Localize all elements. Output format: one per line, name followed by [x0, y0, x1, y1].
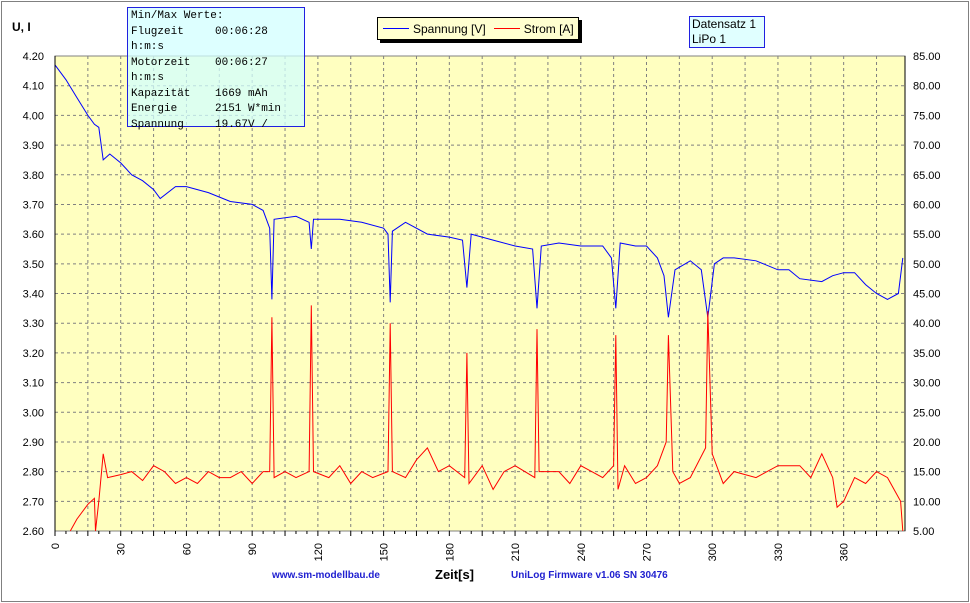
- y-left-tick-label: 4.20: [23, 51, 44, 63]
- y-right-tick-label: 50.00: [913, 259, 941, 271]
- x-tick-label: 270: [641, 543, 653, 561]
- info-value: 19.67V /: [215, 118, 268, 131]
- info-row: Spannung 19.67V /: [131, 118, 301, 134]
- y-axis-label: U, I: [12, 20, 31, 34]
- info-key: Motorzeit: [131, 56, 191, 69]
- info-row: h:m:s: [131, 40, 301, 56]
- y-right-tick-label: 60.00: [913, 199, 941, 211]
- y-left-tick-label: 2.70: [23, 496, 44, 508]
- footer-firmware: UniLog Firmware v1.06 SN 30476: [511, 570, 668, 581]
- dataset-box: Datensatz 1 LiPo 1: [689, 16, 765, 48]
- y-left-tick-label: 4.10: [23, 81, 44, 93]
- info-row: Energie 2151 W*min: [131, 102, 301, 118]
- legend-swatch-voltage: [383, 28, 409, 29]
- current-series-line: [69, 305, 904, 532]
- y-left-tick-label: 3.80: [23, 170, 44, 182]
- x-tick-label: 330: [773, 543, 785, 561]
- y-right-tick-label: 15.00: [913, 467, 941, 479]
- info-key: Energie: [131, 103, 178, 115]
- y-right-tick-label: 75.00: [913, 110, 941, 122]
- legend-swatch-current: [493, 28, 520, 29]
- voltage-series-line: [54, 64, 904, 318]
- x-tick-label: 150: [379, 543, 391, 561]
- info-row: h:m:s: [131, 71, 301, 87]
- y-right-tick-label: 5.00: [913, 526, 934, 538]
- y-left-tick-label: 3.40: [23, 289, 44, 301]
- x-tick-label: 30: [116, 543, 128, 555]
- info-value: 00:06:28: [215, 25, 268, 38]
- y-left-tick-label: 3.30: [23, 318, 44, 330]
- y-left-tick-label: 3.20: [23, 348, 44, 360]
- footer-website: www.sm-modellbau.de: [272, 570, 380, 581]
- y-left-tick-label: 2.80: [23, 467, 44, 479]
- x-tick-label: 240: [576, 543, 588, 561]
- y-left-tick-label: 2.60: [23, 526, 44, 538]
- legend: Spannung [V] Strom [A]: [377, 17, 579, 40]
- info-value: 00:06:27: [215, 56, 268, 69]
- legend-label-voltage: Spannung [V]: [413, 21, 486, 36]
- x-tick-label: 120: [313, 543, 325, 561]
- y-right-tick-label: 25.00: [913, 407, 941, 419]
- y-right-tick-label: 70.00: [913, 140, 941, 152]
- info-key: Kapazität: [131, 87, 191, 100]
- y-right-tick-label: 65.00: [913, 170, 941, 182]
- info-title: Min/Max Werte:: [131, 10, 224, 22]
- y-right-tick-label: 35.00: [913, 348, 941, 360]
- dataset-name: Datensatz 1: [692, 17, 757, 31]
- y-right-tick-label: 30.00: [913, 378, 941, 390]
- y-left-tick-label: 3.60: [23, 229, 44, 241]
- y-left-tick-label: 3.70: [23, 199, 44, 211]
- dataset-battery: LiPo 1: [692, 32, 727, 46]
- y-right-tick-label: 45.00: [913, 289, 941, 301]
- min-max-info-box: Min/Max Werte: Flugzeit 00:06:28 h:m:s Moto…: [127, 7, 305, 131]
- y-right-tick-label: 40.00: [913, 318, 941, 330]
- x-tick-label: 0: [50, 543, 62, 549]
- info-key: Flugzeit: [131, 25, 184, 38]
- y-right-tick-label: 80.00: [913, 81, 941, 93]
- y-left-tick-label: 3.00: [23, 407, 44, 419]
- x-tick-label: 90: [247, 543, 259, 555]
- info-key: h:m:s: [131, 41, 165, 53]
- info-value: 2151 W*min: [215, 103, 282, 115]
- info-value: 1669 mAh: [215, 87, 268, 100]
- info-row: Flugzeit 00:06:28: [131, 25, 301, 41]
- y-left-tick-label: 3.50: [23, 259, 44, 271]
- y-left-tick-label: 3.10: [23, 378, 44, 390]
- x-tick-label: 180: [444, 543, 456, 561]
- info-row: Kapazität 1669 mAh: [131, 87, 301, 103]
- x-tick-label: 210: [510, 543, 522, 561]
- info-key: Spannung: [131, 118, 184, 131]
- legend-label-current: Strom [A]: [523, 21, 574, 36]
- y-right-tick-label: 10.00: [913, 496, 941, 508]
- x-axis-label: Zeit[s]: [435, 567, 474, 582]
- y-left-tick-label: 2.90: [23, 437, 44, 449]
- y-left-tick-label: 3.90: [23, 140, 44, 152]
- x-tick-label: 60: [181, 543, 193, 555]
- y-right-tick-label: 55.00: [913, 229, 941, 241]
- y-right-tick-label: 85.00: [913, 51, 941, 63]
- x-tick-label: 360: [839, 543, 851, 561]
- y-left-tick-label: 4.00: [23, 110, 44, 122]
- x-tick-label: 300: [707, 543, 719, 561]
- info-key: h:m:s: [131, 72, 165, 84]
- y-right-tick-label: 20.00: [913, 437, 941, 449]
- info-row: Motorzeit 00:06:27: [131, 56, 301, 72]
